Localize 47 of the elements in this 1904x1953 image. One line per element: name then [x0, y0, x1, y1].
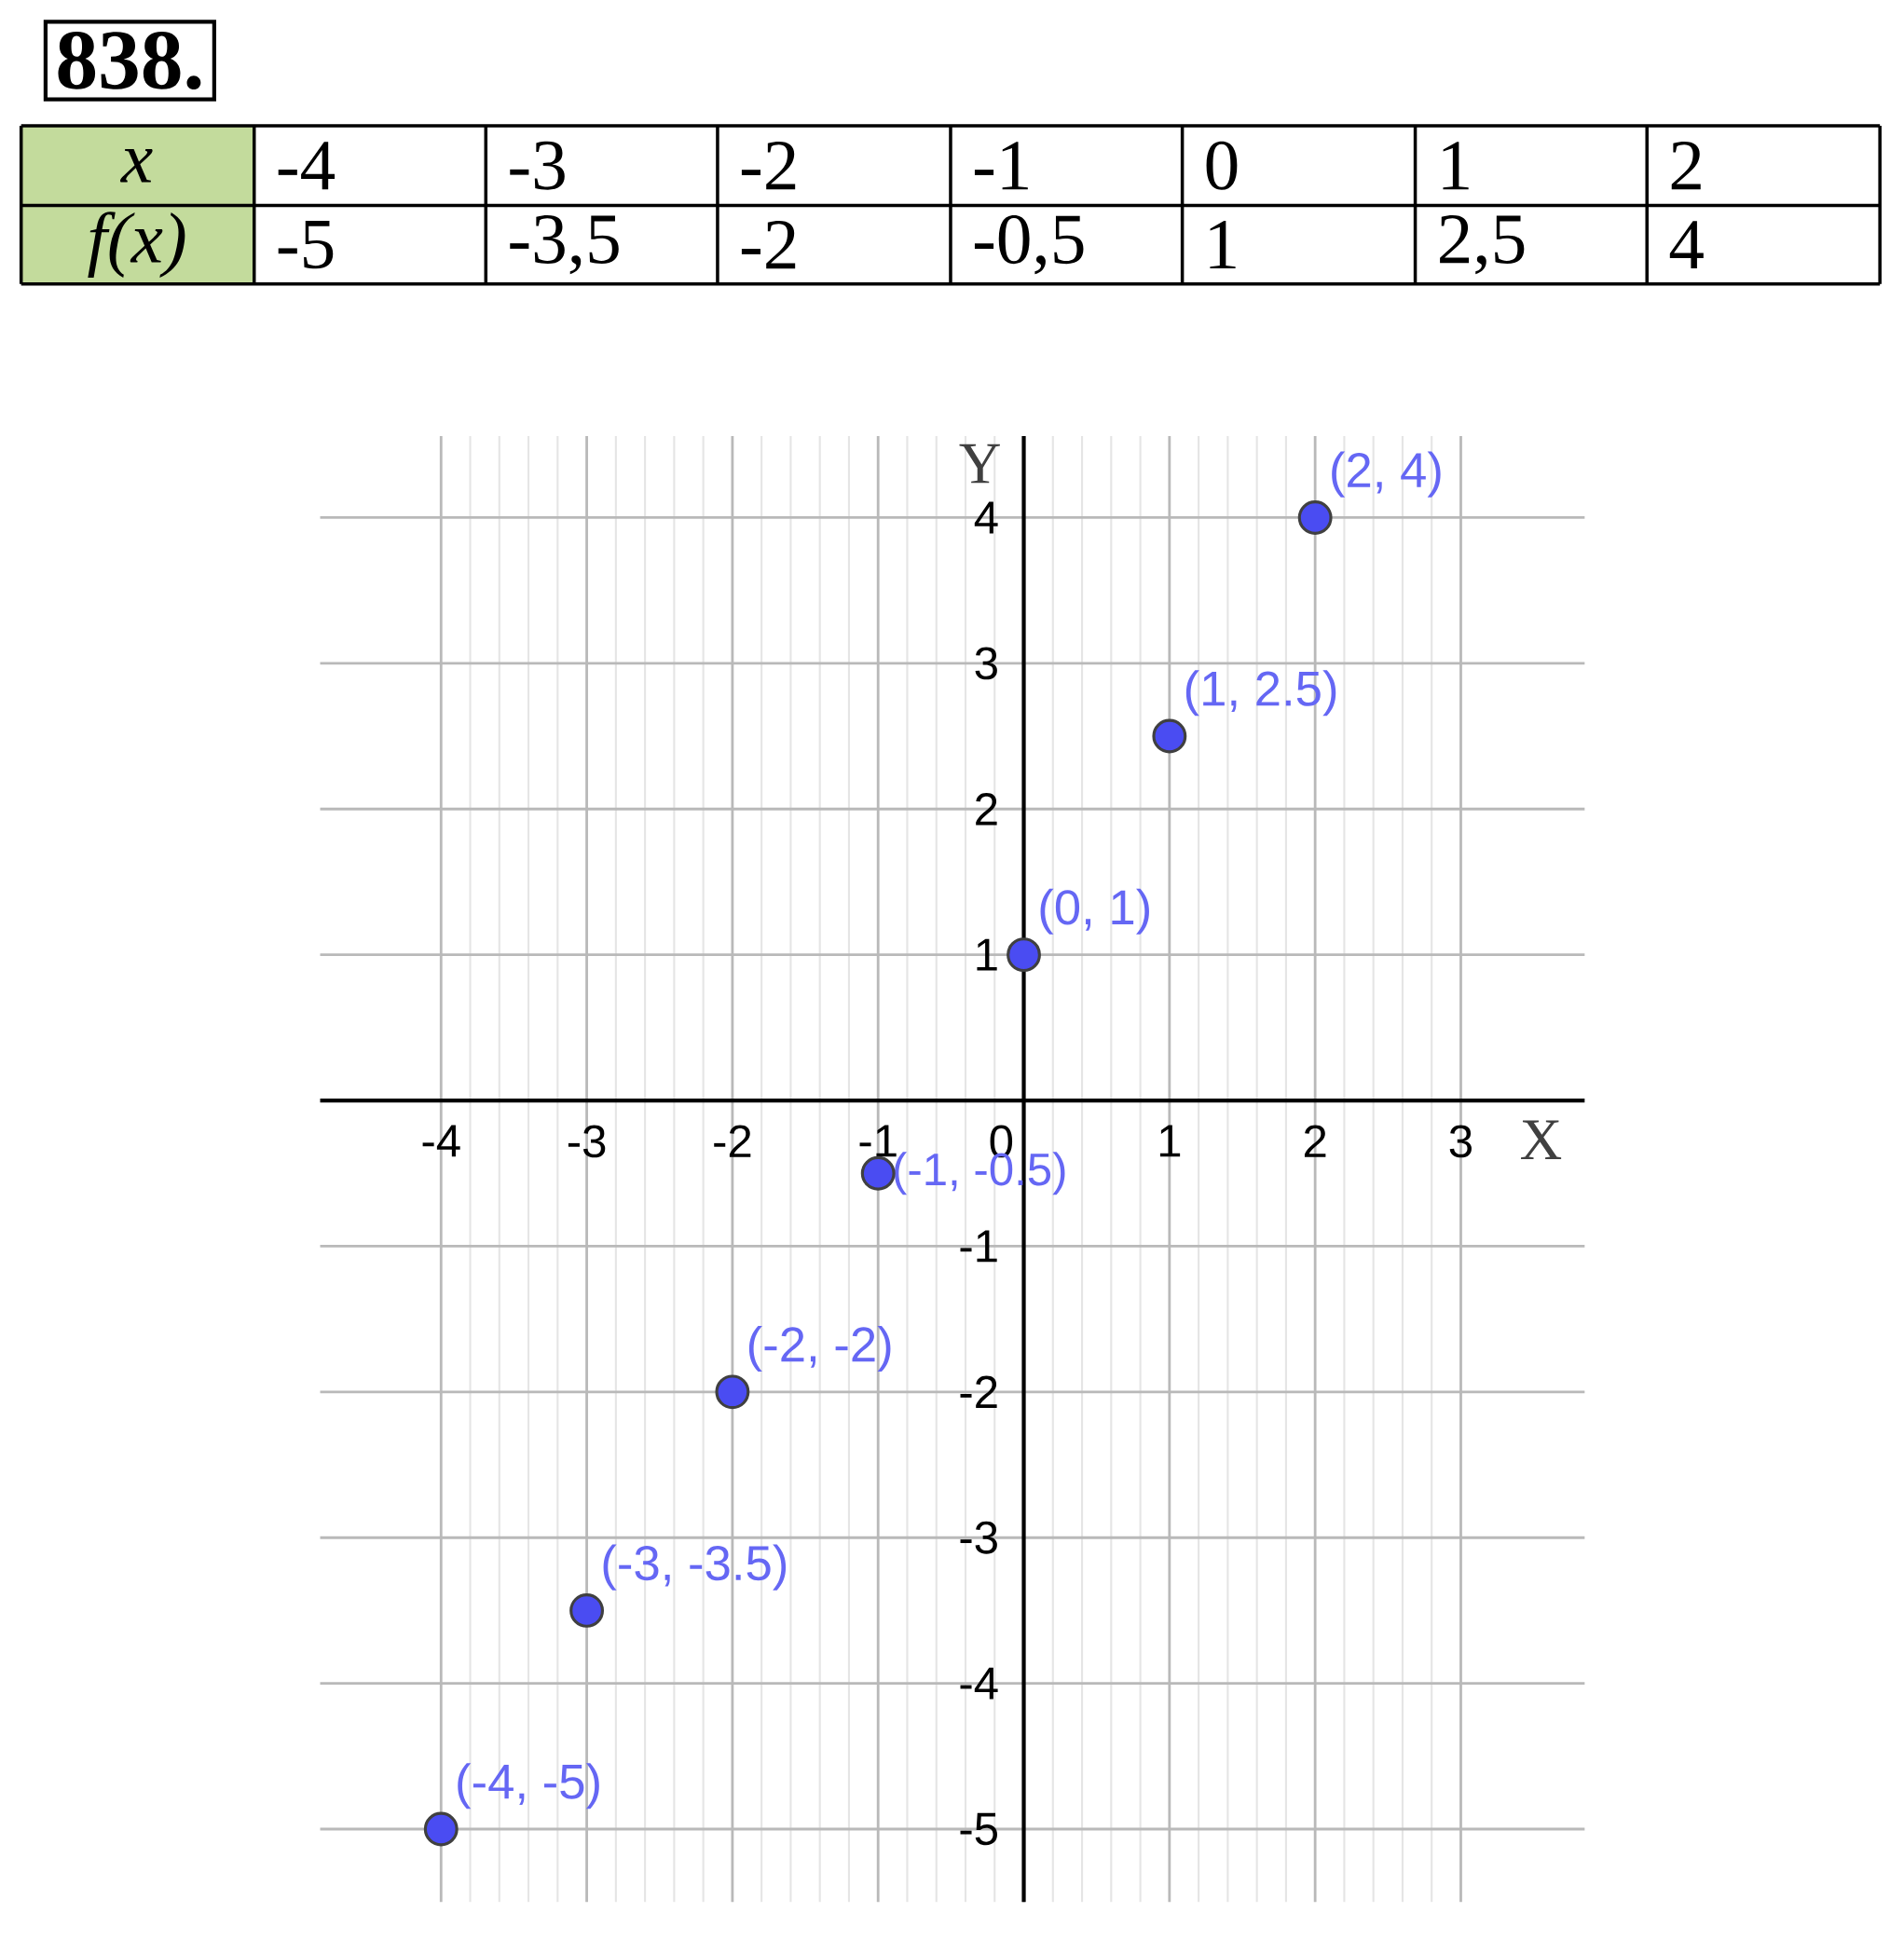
x-tick-label: -3	[568, 1125, 606, 1158]
text: -0,5	[975, 214, 1084, 275]
text: 1	[1443, 142, 1469, 190]
y-tick-label: 4	[975, 501, 998, 534]
data-label: (-4, -5)	[458, 1763, 600, 1810]
y-tick-label: -4	[960, 1667, 998, 1700]
text: 2	[1671, 142, 1701, 190]
text: x	[120, 148, 153, 183]
text: 0	[1206, 141, 1238, 190]
data-label: (2, 4)	[1332, 451, 1441, 498]
x-tick-label: 2	[1305, 1125, 1326, 1157]
text: f(x)	[88, 212, 185, 279]
point	[1297, 500, 1333, 535]
text: -2	[742, 221, 796, 269]
x-tick-label: -2	[714, 1125, 751, 1157]
point	[861, 1155, 896, 1191]
data-label: (0, 1)	[1040, 888, 1150, 935]
text: 4	[1670, 221, 1705, 269]
x-tick-label: 1	[1160, 1125, 1181, 1157]
y-tick-label: 3	[975, 647, 998, 680]
x-tick-label: -4	[422, 1125, 460, 1157]
point	[715, 1374, 750, 1410]
x-tick-label: 3	[1449, 1125, 1473, 1158]
y-tick-label: 2	[976, 793, 997, 826]
y-tick-label: -3	[960, 1521, 998, 1554]
text: -4	[278, 142, 336, 190]
y-tick-label: -2	[960, 1375, 997, 1409]
text: -3	[510, 141, 566, 190]
data-label: (1, 2.5)	[1186, 670, 1336, 717]
text: -3,5	[510, 215, 620, 275]
chart-title: 838.	[58, 31, 201, 90]
y-tick-label: -1	[960, 1230, 997, 1263]
point	[424, 1811, 459, 1847]
text: -2	[742, 142, 796, 190]
point	[1152, 718, 1187, 754]
x-axis-title: X	[1521, 1120, 1562, 1159]
data-label: (-3, -3.5)	[603, 1544, 787, 1591]
point	[1007, 937, 1042, 973]
y-axis-title: Y	[959, 444, 1001, 484]
text: -5	[278, 220, 334, 269]
text: 1	[1210, 221, 1236, 269]
y-tick-label: 1	[977, 938, 997, 971]
data-label: (-2, -2)	[749, 1325, 891, 1373]
point	[569, 1592, 605, 1628]
x-tick-label: -1	[859, 1125, 897, 1157]
y-tick-label: -5	[960, 1812, 998, 1846]
text: 2,5	[1440, 215, 1525, 275]
